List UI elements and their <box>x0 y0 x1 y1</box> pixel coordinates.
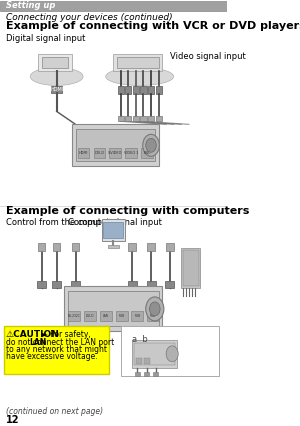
FancyBboxPatch shape <box>148 116 154 121</box>
FancyBboxPatch shape <box>108 245 119 248</box>
FancyBboxPatch shape <box>37 281 46 288</box>
FancyBboxPatch shape <box>128 243 136 251</box>
Ellipse shape <box>106 67 174 86</box>
FancyBboxPatch shape <box>38 243 45 251</box>
Text: do not connect the LAN port: do not connect the LAN port <box>6 338 114 347</box>
FancyBboxPatch shape <box>125 148 137 158</box>
Text: to any network that might: to any network that might <box>6 345 107 354</box>
Text: 12: 12 <box>6 414 20 425</box>
FancyBboxPatch shape <box>68 291 159 326</box>
FancyBboxPatch shape <box>0 1 226 11</box>
Circle shape <box>143 134 159 156</box>
Text: RGB: RGB <box>150 314 156 318</box>
FancyBboxPatch shape <box>117 57 159 69</box>
FancyBboxPatch shape <box>94 148 105 158</box>
Text: RGB: RGB <box>118 314 125 318</box>
FancyBboxPatch shape <box>146 281 156 288</box>
FancyBboxPatch shape <box>71 281 80 288</box>
FancyBboxPatch shape <box>140 116 146 121</box>
Text: (continued on next page): (continued on next page) <box>6 407 103 416</box>
FancyBboxPatch shape <box>135 372 140 376</box>
FancyBboxPatch shape <box>72 124 159 166</box>
FancyBboxPatch shape <box>52 281 61 288</box>
FancyBboxPatch shape <box>132 340 178 368</box>
Text: HDMI: HDMI <box>79 151 88 155</box>
Circle shape <box>146 138 156 152</box>
FancyBboxPatch shape <box>125 86 131 95</box>
FancyBboxPatch shape <box>110 148 121 158</box>
Text: RS-232C: RS-232C <box>68 314 80 318</box>
FancyBboxPatch shape <box>53 243 60 251</box>
FancyBboxPatch shape <box>113 54 162 72</box>
FancyBboxPatch shape <box>100 311 112 321</box>
Text: ⚠CAUTION: ⚠CAUTION <box>6 330 60 340</box>
FancyBboxPatch shape <box>156 86 162 95</box>
FancyBboxPatch shape <box>165 281 174 288</box>
FancyBboxPatch shape <box>148 86 154 95</box>
Text: BNC: BNC <box>143 151 151 155</box>
FancyBboxPatch shape <box>133 116 139 121</box>
Text: VIDEO 1: VIDEO 1 <box>124 151 138 155</box>
Text: ► For safety,: ► For safety, <box>41 330 90 340</box>
FancyBboxPatch shape <box>51 86 62 93</box>
FancyBboxPatch shape <box>133 86 139 95</box>
FancyBboxPatch shape <box>144 372 149 376</box>
FancyBboxPatch shape <box>121 326 219 376</box>
FancyBboxPatch shape <box>147 311 159 321</box>
Text: RGB: RGB <box>134 314 141 318</box>
Text: HDMI: HDMI <box>50 87 63 92</box>
FancyBboxPatch shape <box>68 311 80 321</box>
FancyBboxPatch shape <box>125 116 131 121</box>
Circle shape <box>146 297 164 321</box>
Text: LAN: LAN <box>103 314 109 318</box>
FancyBboxPatch shape <box>118 116 124 121</box>
FancyBboxPatch shape <box>183 250 199 286</box>
Text: Example of connecting with computers: Example of connecting with computers <box>6 206 249 216</box>
FancyBboxPatch shape <box>116 311 128 321</box>
FancyBboxPatch shape <box>136 358 142 364</box>
Text: S-VIDEO: S-VIDEO <box>108 151 122 155</box>
FancyBboxPatch shape <box>76 130 155 161</box>
FancyBboxPatch shape <box>38 54 72 72</box>
Text: LAN: LAN <box>29 338 46 347</box>
Text: have excessive voltage.: have excessive voltage. <box>6 352 98 361</box>
FancyBboxPatch shape <box>147 243 155 251</box>
FancyBboxPatch shape <box>41 57 68 69</box>
FancyBboxPatch shape <box>78 148 89 158</box>
Text: Setting up: Setting up <box>6 1 56 10</box>
FancyBboxPatch shape <box>181 248 200 288</box>
Text: Connecting your devices (continued): Connecting your devices (continued) <box>6 13 173 22</box>
Text: DVI-D: DVI-D <box>85 314 94 318</box>
FancyBboxPatch shape <box>102 219 124 241</box>
FancyBboxPatch shape <box>118 86 124 95</box>
FancyBboxPatch shape <box>131 311 143 321</box>
Text: DVI-D: DVI-D <box>94 151 104 155</box>
FancyBboxPatch shape <box>166 243 174 251</box>
Text: Digital signal input: Digital signal input <box>6 34 85 43</box>
FancyBboxPatch shape <box>156 116 162 121</box>
Ellipse shape <box>30 67 83 86</box>
Text: Control from the computer: Control from the computer <box>6 218 118 227</box>
FancyBboxPatch shape <box>64 286 162 331</box>
Circle shape <box>166 346 178 362</box>
Circle shape <box>149 302 160 316</box>
FancyBboxPatch shape <box>72 243 79 251</box>
FancyBboxPatch shape <box>153 372 158 376</box>
FancyBboxPatch shape <box>141 148 152 158</box>
FancyBboxPatch shape <box>134 343 175 365</box>
FancyBboxPatch shape <box>140 86 146 95</box>
Text: Example of connecting with VCR or DVD players: Example of connecting with VCR or DVD pl… <box>6 20 300 31</box>
Text: Computer signal input: Computer signal input <box>68 218 162 227</box>
Text: a  b: a b <box>132 335 148 344</box>
FancyBboxPatch shape <box>4 326 110 374</box>
FancyBboxPatch shape <box>128 281 137 288</box>
FancyBboxPatch shape <box>84 311 96 321</box>
FancyBboxPatch shape <box>103 222 123 238</box>
Text: Video signal input: Video signal input <box>170 52 246 61</box>
FancyBboxPatch shape <box>144 358 150 364</box>
